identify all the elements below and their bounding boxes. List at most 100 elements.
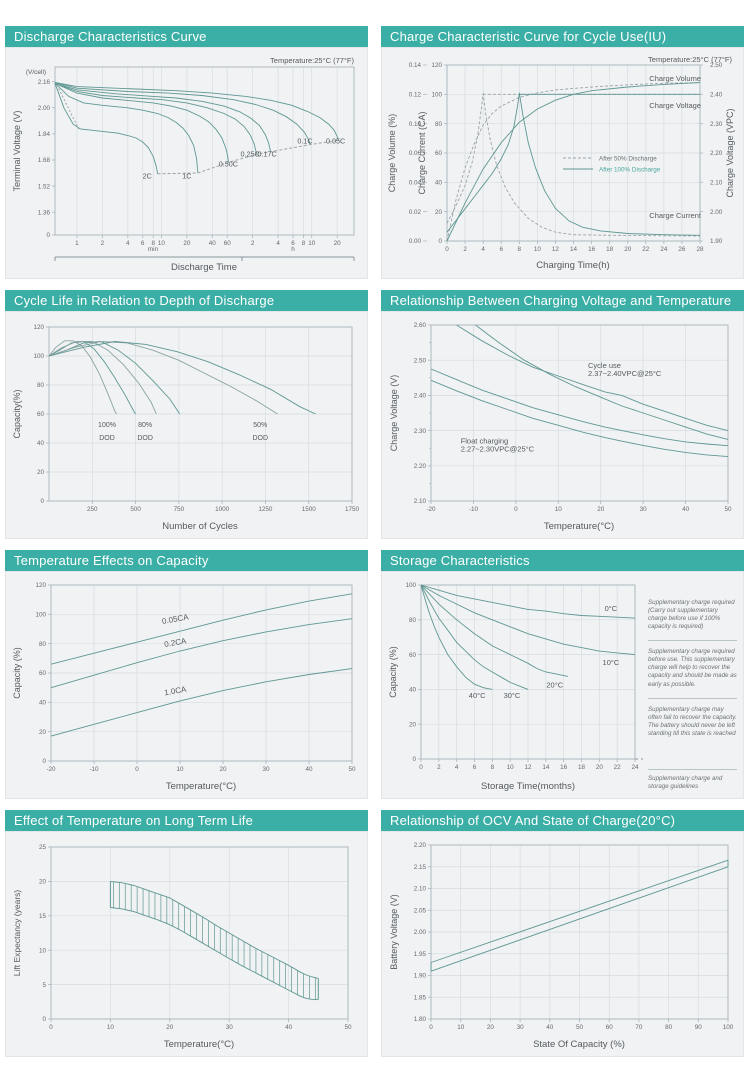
section-storage-characteristics: Storage Characteristics 0 2 4 6 8 10 12 14 16 18 2… (381, 550, 744, 799)
svg-text:Discharge Time: Discharge Time (171, 262, 237, 273)
storage-note: Supplementary charge and storage guideli… (648, 768, 737, 791)
svg-text:0.05C: 0.05C (326, 137, 345, 146)
svg-text:-20: -20 (46, 766, 56, 773)
svg-text:2.27~2.30VPC@25°C: 2.27~2.30VPC@25°C (461, 444, 535, 453)
svg-text:50: 50 (724, 506, 732, 513)
svg-text:Lift Expectancy (years): Lift Expectancy (years) (12, 890, 22, 977)
discharge-characteristics-chart: 1 2 4 6 8 10 20 40 60 2 4 6 8 10 202.162.001.841.681.5… (12, 56, 355, 273)
svg-text:Charge Volume (%): Charge Volume (%) (387, 114, 397, 193)
svg-text:20: 20 (596, 764, 604, 771)
svg-text:20: 20 (37, 469, 45, 476)
svg-text:2.50: 2.50 (414, 357, 427, 364)
svg-text:2.05: 2.05 (414, 907, 427, 914)
svg-text:2.20: 2.20 (710, 150, 723, 157)
svg-text:80: 80 (435, 121, 443, 128)
svg-text:40: 40 (409, 687, 417, 694)
svg-text:20: 20 (624, 246, 632, 253)
svg-text:100%: 100% (98, 422, 116, 429)
svg-text:0: 0 (429, 1024, 433, 1031)
svg-text:4: 4 (481, 246, 485, 253)
svg-text:2.00: 2.00 (38, 105, 51, 112)
svg-text:1.90: 1.90 (414, 973, 427, 980)
svg-text:Charge Voltage (VPC): Charge Voltage (VPC) (725, 108, 735, 197)
chart-panel: 1 2 4 6 8 10 20 40 60 2 4 6 8 10 20 2.16 2.00 1.84 1.68 1.5… (5, 47, 368, 279)
section-title: Charge Characteristic Curve for Cycle Us… (381, 26, 744, 47)
svg-text:2C: 2C (143, 172, 152, 181)
svg-text:60: 60 (409, 652, 417, 659)
storage-note: Supplementary charge may often fail to r… (648, 697, 737, 738)
svg-text:60: 60 (37, 411, 45, 418)
section-title: Cycle Life in Relation to Depth of Disch… (5, 290, 368, 311)
svg-text:20: 20 (597, 506, 605, 513)
svg-text:Cycle use: Cycle use (588, 361, 621, 370)
svg-text:28: 28 (696, 246, 704, 253)
svg-text:12: 12 (552, 246, 560, 253)
svg-text:8: 8 (518, 246, 522, 253)
svg-text:100: 100 (35, 612, 46, 619)
storage-note: Supplementary charge required before use… (648, 640, 737, 688)
svg-text:2: 2 (463, 246, 467, 253)
svg-text:0.2CA: 0.2CA (164, 636, 188, 649)
svg-text:0.04: 0.04 (409, 180, 422, 187)
charging-voltage-temperature-chart: -20 -10 0 10 20 30 40 50 2.10 2.20 2.30 2.40 2.50 2.6… (389, 322, 732, 532)
svg-text:6: 6 (473, 764, 477, 771)
svg-text:20: 20 (183, 240, 191, 247)
svg-text:Charge Volume: Charge Volume (649, 74, 701, 83)
svg-text:100: 100 (723, 1024, 734, 1031)
svg-text:14: 14 (542, 764, 550, 771)
svg-text:40: 40 (285, 1024, 293, 1031)
svg-text:40: 40 (682, 506, 690, 513)
svg-text:50%: 50% (253, 422, 267, 429)
section-title: Temperature Effects on Capacity (5, 550, 368, 571)
svg-text:min: min (148, 246, 159, 253)
ocv-state-of-charge-chart: 0 10 20 30 40 50 60 70 80 90 100 1.80 1.85 1.90 1.95 2.… (389, 842, 734, 1050)
svg-text:0: 0 (40, 498, 44, 505)
svg-text:10: 10 (555, 506, 563, 513)
svg-text:0.25C: 0.25C (241, 150, 260, 159)
svg-text:24: 24 (631, 764, 639, 771)
svg-text:Charge Voltage (V): Charge Voltage (V) (389, 375, 399, 452)
svg-text:4: 4 (126, 240, 130, 247)
svg-text:90: 90 (695, 1024, 703, 1031)
svg-text:20: 20 (166, 1024, 174, 1031)
section-title: Storage Characteristics (381, 550, 744, 571)
svg-text:15: 15 (39, 913, 47, 920)
svg-text:2.60: 2.60 (414, 322, 427, 329)
svg-text:2.16: 2.16 (38, 79, 51, 86)
svg-text:Charge Current (CA): Charge Current (CA) (417, 111, 427, 194)
svg-text:0: 0 (438, 238, 442, 245)
svg-text:30: 30 (226, 1024, 234, 1031)
svg-text:1.36: 1.36 (38, 209, 51, 216)
svg-text:2.30: 2.30 (414, 428, 427, 435)
svg-text:20: 20 (39, 879, 47, 886)
chart-panel: 0 10 20 30 40 50 60 70 80 90 100 1.80 1.85 1.90 1.95 2.… (381, 831, 744, 1057)
svg-text:0: 0 (42, 758, 46, 765)
svg-text:Charge Current: Charge Current (649, 211, 702, 220)
chart-panel: 250 500 750 1000 1250 1500 1750 0 20 40 60 80 100 120… (5, 311, 368, 539)
svg-text:100: 100 (405, 582, 416, 589)
svg-text:0: 0 (412, 756, 416, 763)
svg-text:Charging Time(h): Charging Time(h) (536, 260, 609, 271)
svg-text:0.06: 0.06 (409, 150, 422, 157)
chart-panel: 0 10 20 30 40 50 0 5 10 15 20 25 Lift Expectancy (ye… (5, 831, 368, 1057)
svg-text:10: 10 (39, 947, 47, 954)
chart-panel: 0 2 4 6 8 10 12 14 16 18 20 22 24 0 20 40 60 80 100 40°C 30°… (381, 571, 744, 799)
svg-text:Capacity (%): Capacity (%) (12, 647, 22, 699)
svg-text:2.30: 2.30 (710, 121, 723, 128)
chart-panel: -20 -10 0 10 20 30 40 50 0 20 40 60 80 100 120 0.05CA 0.… (5, 571, 368, 799)
section-title: Relationship of OCV And State of Charge(… (381, 810, 744, 831)
svg-text:1.85: 1.85 (414, 994, 427, 1001)
svg-text:80: 80 (37, 382, 45, 389)
svg-text:1C: 1C (182, 172, 191, 181)
svg-text:40: 40 (435, 180, 443, 187)
svg-text:Capacity (%): Capacity (%) (388, 646, 398, 698)
svg-text:30: 30 (262, 766, 270, 773)
svg-text:2: 2 (437, 764, 441, 771)
svg-text:16: 16 (560, 764, 568, 771)
svg-text:Battery Voltage (V): Battery Voltage (V) (389, 894, 399, 970)
datasheet-chart-grid: Discharge Characteristics Curve 1 2 4 6 8 10 2… (5, 26, 744, 1057)
svg-text:State Of Capacity (%): State Of Capacity (%) (533, 1039, 625, 1050)
svg-text:24: 24 (660, 246, 668, 253)
svg-text:60: 60 (224, 240, 232, 247)
